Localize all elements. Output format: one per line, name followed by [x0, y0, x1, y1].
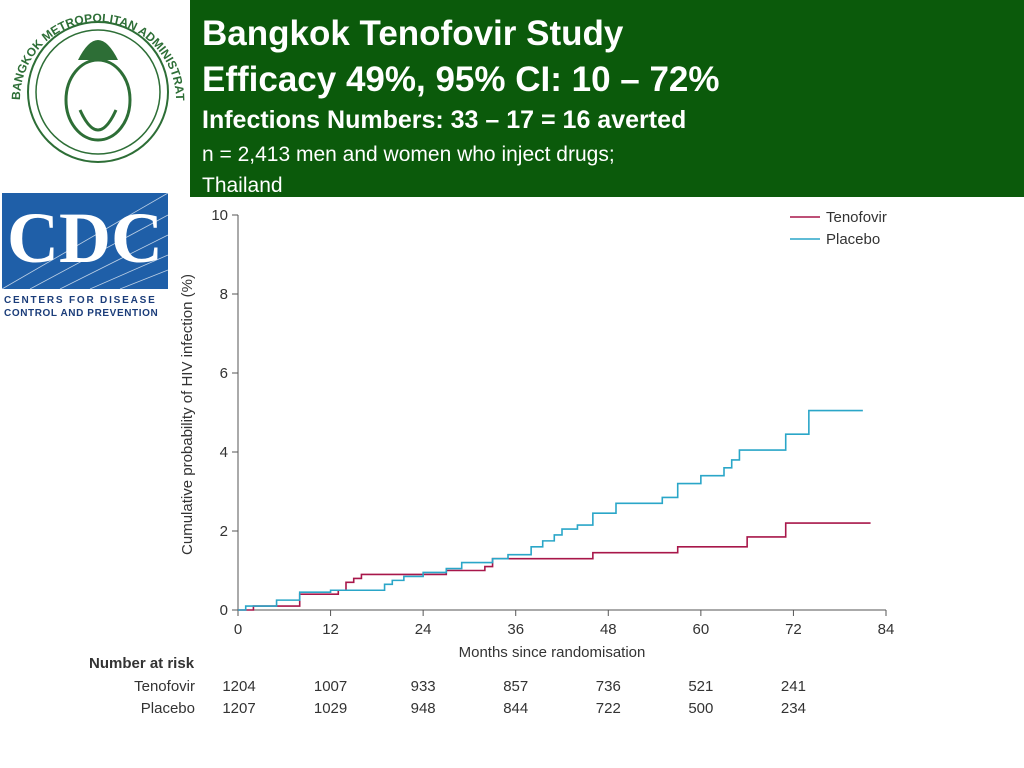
- header-band: [190, 0, 1024, 197]
- risk-count: 1007: [314, 678, 347, 695]
- population: n = 2,413 men and women who inject drugs…: [202, 143, 615, 166]
- risk-table-title: Number at risk: [89, 655, 195, 672]
- x-tick-label: 72: [785, 621, 802, 638]
- risk-count: 857: [503, 678, 528, 695]
- x-tick-label: 60: [693, 621, 710, 638]
- risk-row-label: Tenofovir: [134, 678, 195, 695]
- legend-label: Tenofovir: [826, 209, 887, 226]
- x-tick-label: 48: [600, 621, 617, 638]
- cdc-text: CENTERS FOR DISEASE: [4, 295, 157, 306]
- risk-count: 736: [596, 678, 621, 695]
- risk-row-label: Placebo: [141, 700, 195, 717]
- x-tick-label: 24: [415, 621, 432, 638]
- risk-count: 933: [411, 678, 436, 695]
- y-tick-label: 0: [220, 602, 228, 619]
- legend-label: Placebo: [826, 231, 880, 248]
- x-tick-label: 36: [507, 621, 524, 638]
- bangkok-logo: BANGKOK METROPOLITAN ADMINISTRATION: [9, 11, 201, 211]
- efficacy: Efficacy 49%, 95% CI: 10 – 72%: [202, 60, 720, 99]
- survival-line: [238, 522, 871, 611]
- population: Thailand: [202, 174, 283, 197]
- y-axis-label: Cumulative probability of HIV infection …: [179, 274, 196, 555]
- risk-count: 234: [781, 700, 806, 717]
- slide-title: Bangkok Tenofovir Study: [202, 14, 624, 53]
- y-tick-label: 6: [220, 365, 228, 382]
- seal-text-path: BANGKOK METROPOLITAN ADMINISTRATION: [9, 11, 201, 211]
- y-tick-label: 2: [220, 523, 228, 540]
- cdc-text: CONTROL AND PREVENTION: [4, 308, 158, 319]
- y-tick-label: 8: [220, 286, 228, 303]
- risk-count: 521: [688, 678, 713, 695]
- risk-count: 1029: [314, 700, 347, 717]
- risk-count: 844: [503, 700, 528, 717]
- x-tick-label: 0: [234, 621, 242, 638]
- risk-count: 1207: [222, 700, 255, 717]
- y-tick-label: 10: [211, 207, 228, 224]
- risk-count: 722: [596, 700, 621, 717]
- infections: Infections Numbers: 33 – 17 = 16 averted: [202, 106, 686, 134]
- x-tick-label: 84: [878, 621, 895, 638]
- seal-text: BANGKOK METROPOLITAN ADMINISTRATION: [9, 11, 201, 211]
- risk-count: 948: [411, 700, 436, 717]
- y-tick-label: 4: [220, 444, 228, 461]
- x-tick-label: 12: [322, 621, 339, 638]
- x-axis-label: Months since randomisation: [459, 644, 646, 661]
- cdc-logo: CDC CENTERS FOR DISEASE CONTROL AND PREV…: [1, 192, 169, 319]
- risk-count: 241: [781, 678, 806, 695]
- cdc-wordmark: CDC: [7, 198, 163, 278]
- risk-count: 500: [688, 700, 713, 717]
- survival-line: [238, 409, 863, 611]
- risk-count: 1204: [222, 678, 255, 695]
